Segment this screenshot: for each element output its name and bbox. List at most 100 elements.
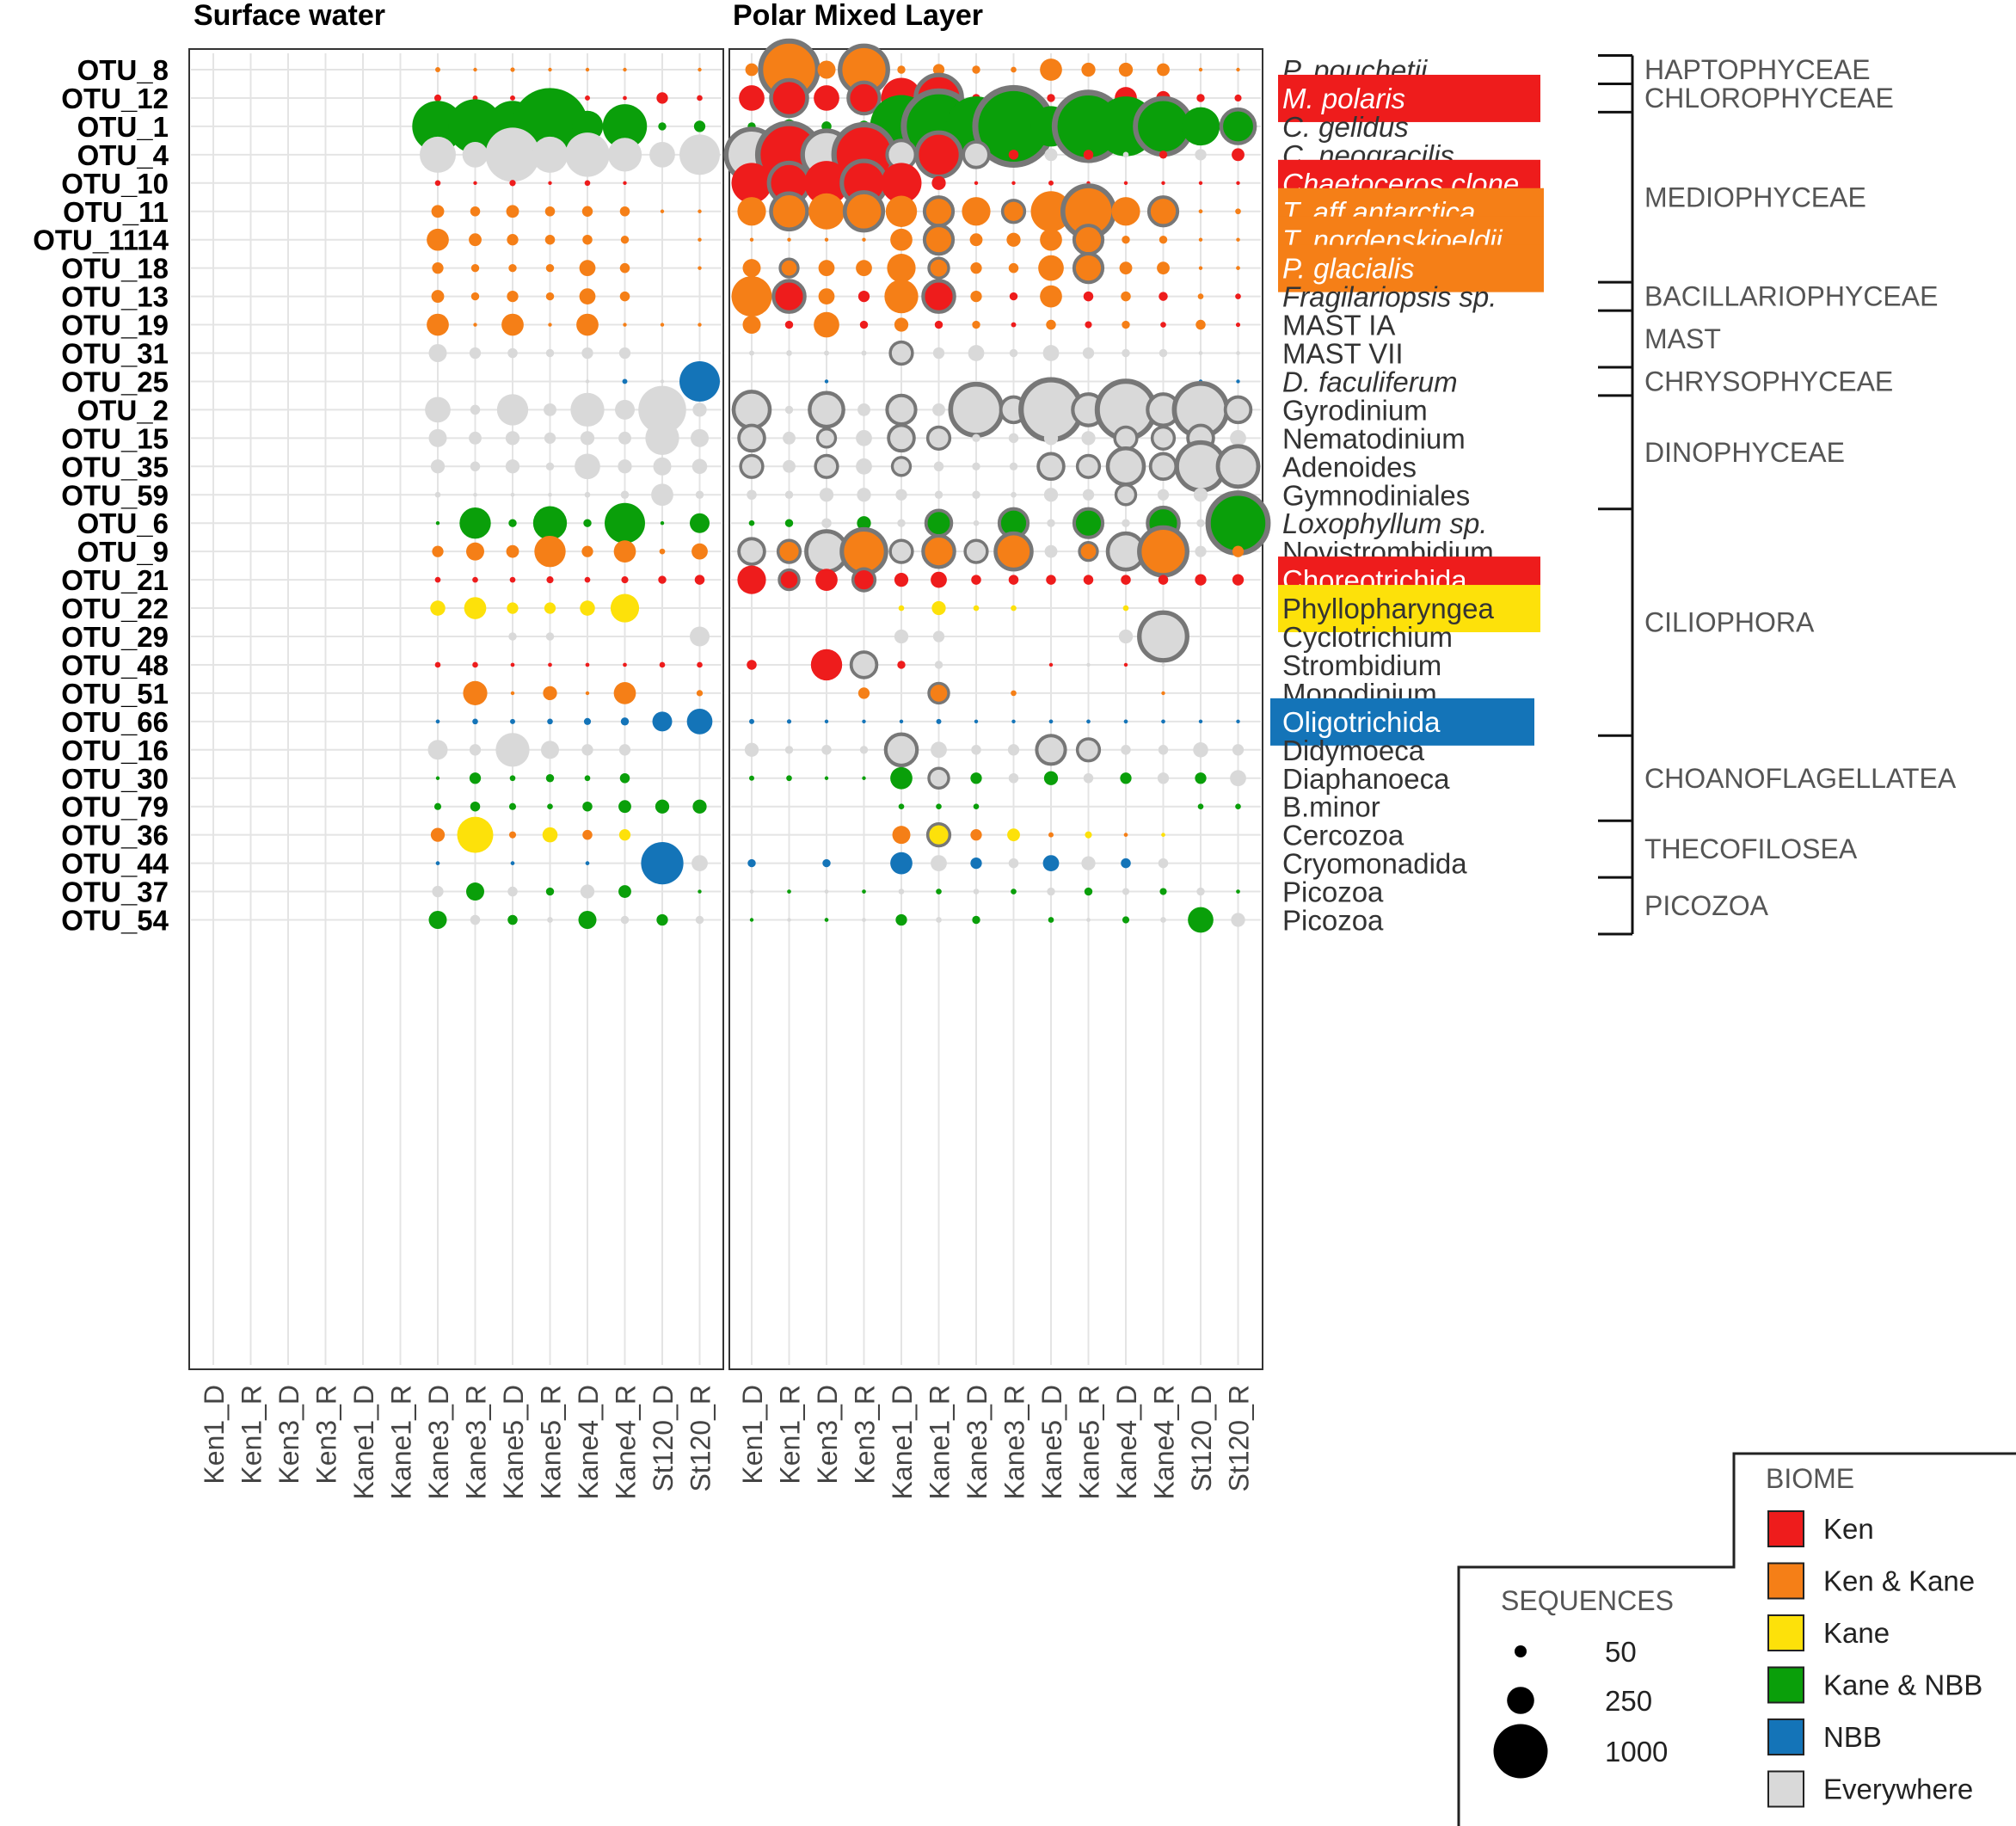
x-tick-surface-kane3-r: Kane3_R — [461, 1385, 492, 1499]
x-tick-surface-kane4-r: Kane4_R — [611, 1385, 642, 1499]
bubble-otu-66-pml-10 — [1123, 719, 1128, 724]
bubble-otu-18-pml-1 — [778, 257, 800, 279]
bubble-otu-59-pml-2 — [819, 488, 834, 502]
otu-label-otu-22: OTU_22 — [61, 593, 169, 624]
bubble-otu-19-surface-7 — [473, 323, 477, 327]
size-legend-label-250: 250 — [1605, 1685, 1652, 1717]
bubble-otu-54-pml-13 — [1231, 913, 1245, 927]
bubble-otu-19-pml-7 — [1011, 322, 1017, 328]
bubble-otu-15-pml-13 — [1230, 429, 1246, 446]
bubble-otu-9-pml-9 — [1078, 541, 1099, 563]
bubble-otu-21-pml-6 — [971, 575, 981, 585]
taxon-label-otu-29: Cyclotrichium — [1282, 621, 1453, 653]
bubble-otu-12-pml-0 — [739, 85, 765, 111]
bubble-otu-1114-pml-11 — [1159, 236, 1168, 244]
bubble-otu-59-pml-9 — [1082, 489, 1095, 501]
bubble-otu-6-surface-8 — [508, 519, 517, 527]
taxon-label-otu-15: Nematodinium — [1282, 422, 1466, 454]
bubble-otu-9-surface-9 — [534, 535, 566, 568]
bubble-otu-11-surface-12 — [660, 209, 665, 213]
bubble-otu-31-pml-4 — [888, 340, 914, 366]
bubble-otu-31-pml-6 — [968, 345, 985, 361]
taxon-highlight-otu-18 — [1278, 244, 1544, 292]
bubble-otu-12-pml-8 — [1047, 94, 1055, 102]
bubble-otu-4-pml-12 — [1195, 149, 1207, 161]
bubble-otu-22-surface-7 — [464, 597, 487, 619]
bubble-otu-4-surface-8 — [485, 127, 540, 182]
bubble-otu-19-pml-11 — [1160, 322, 1166, 328]
bubble-otu-1-surface-11 — [602, 104, 648, 149]
bubble-otu-8-pml-6 — [972, 65, 980, 74]
bubble-otu-9-pml-3 — [839, 526, 888, 576]
bubble-otu-66-pml-7 — [1011, 719, 1016, 724]
bubble-otu-11-surface-10 — [581, 206, 593, 217]
bubble-otu-1-surface-13 — [693, 120, 706, 132]
x-tick-pml-kane1-d: Kane1_D — [887, 1385, 918, 1499]
group-label-haptophyceae: HAPTOPHYCEAE — [1644, 54, 1871, 85]
bubble-otu-19-pml-5 — [934, 320, 943, 329]
bubble-otu-66-pml-11 — [1161, 719, 1165, 724]
otu-label-otu-48: OTU_48 — [61, 649, 169, 681]
x-tick-pml-st120-d: St120_D — [1186, 1385, 1217, 1492]
size-legend-frame — [1457, 1454, 1736, 1826]
bubble-otu-36-surface-8 — [508, 831, 517, 839]
bubble-otu-2-surface-9 — [544, 403, 556, 416]
bubble-otu-79-pml-13 — [1235, 803, 1241, 810]
bubble-otu-13-pml-0 — [731, 276, 772, 317]
bubble-otu-11-pml-5 — [922, 195, 956, 228]
bubble-otu-79-surface-9 — [547, 803, 553, 810]
otu-label-otu-44: OTU_44 — [61, 848, 169, 880]
bubble-otu-2-pml-6 — [948, 381, 1005, 438]
otu-label-otu-12: OTU_12 — [61, 83, 169, 114]
bubble-otu-44-pml-4 — [890, 852, 913, 875]
taxon-label-otu-16: Didymoeca — [1282, 735, 1425, 766]
bubble-otu-66-surface-9 — [547, 718, 553, 725]
bubble-otu-9-pml-5 — [921, 533, 956, 569]
bubble-otu-13-pml-10 — [1121, 291, 1131, 302]
bubble-otu-44-surface-12 — [641, 841, 684, 885]
bubble-otu-35-surface-12 — [653, 457, 672, 476]
bubble-otu-54-surface-9 — [547, 917, 553, 923]
bubble-otu-15-pml-3 — [856, 429, 872, 446]
bubble-otu-8-pml-5 — [932, 64, 945, 76]
bubble-otu-10-pml-2 — [804, 161, 849, 206]
biome-swatch-kane — [1767, 1614, 1804, 1651]
bubble-otu-10-pml-12 — [1198, 181, 1203, 185]
bubble-otu-59-pml-11 — [1157, 489, 1170, 501]
bubble-otu-12-pml-2 — [814, 85, 839, 111]
bubble-otu-37-surface-11 — [618, 885, 631, 898]
bubble-otu-48-surface-12 — [659, 661, 666, 668]
bubble-otu-21-surface-6 — [434, 576, 441, 583]
bubble-otu-18-pml-12 — [1198, 266, 1203, 270]
x-tick-pml-ken1-r: Ken1_R — [775, 1385, 806, 1485]
bubble-otu-35-pml-8 — [1036, 452, 1066, 482]
bubble-otu-11-surface-6 — [431, 205, 445, 218]
otu-label-otu-21: OTU_21 — [61, 564, 169, 596]
bubble-otu-11-pml-13 — [1235, 208, 1241, 215]
bubble-otu-36-pml-9 — [1085, 831, 1092, 839]
bubble-otu-2-surface-8 — [496, 394, 529, 426]
bubble-otu-37-pml-7 — [1011, 888, 1017, 895]
bubble-otu-18-pml-5 — [927, 256, 950, 280]
bubble-otu-6-pml-0 — [748, 520, 755, 526]
bubble-otu-15-surface-7 — [469, 431, 482, 445]
bubble-otu-13-surface-10 — [579, 288, 596, 304]
bubble-otu-4-surface-9 — [532, 136, 569, 173]
bubble-otu-30-surface-9 — [545, 774, 555, 783]
bubble-otu-2-pml-13 — [1223, 395, 1253, 425]
biome-legend: BIOME Ken Ken & Kane Kane Kane & NBB NBB Ever… — [1732, 1452, 2016, 1808]
bubble-otu-13-pml-13 — [1235, 293, 1241, 299]
bubble-otu-54-pml-3 — [862, 918, 866, 922]
bubble-otu-30-pml-4 — [890, 766, 913, 790]
bubble-otu-12-pml-3 — [846, 80, 882, 116]
bubble-otu-9-surface-13 — [691, 543, 708, 560]
bubble-otu-22-pml-6 — [973, 605, 980, 612]
bubble-otu-48-surface-13 — [697, 661, 703, 668]
bubble-otu-54-pml-8 — [1048, 917, 1054, 923]
bubble-otu-15-pml-6 — [972, 433, 980, 443]
bubble-otu-10-surface-7 — [473, 181, 477, 185]
bubble-otu-21-pml-5 — [931, 571, 947, 588]
bubble-otu-37-surface-8 — [507, 886, 518, 897]
bubble-otu-9-surface-8 — [506, 544, 519, 558]
